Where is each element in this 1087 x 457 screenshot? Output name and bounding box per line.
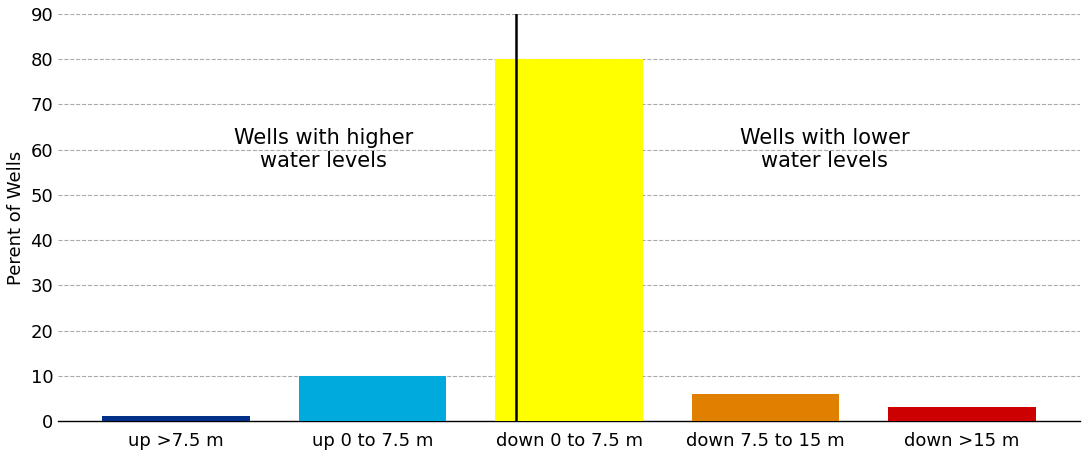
Bar: [299, 376, 447, 421]
Y-axis label: Perent of Wells: Perent of Wells: [7, 150, 25, 285]
Text: Wells with higher
water levels: Wells with higher water levels: [234, 128, 413, 171]
Bar: [102, 416, 250, 421]
Bar: [888, 407, 1036, 421]
Text: Wells with lower
water levels: Wells with lower water levels: [740, 128, 910, 171]
Bar: [496, 59, 642, 421]
Bar: [692, 394, 839, 421]
